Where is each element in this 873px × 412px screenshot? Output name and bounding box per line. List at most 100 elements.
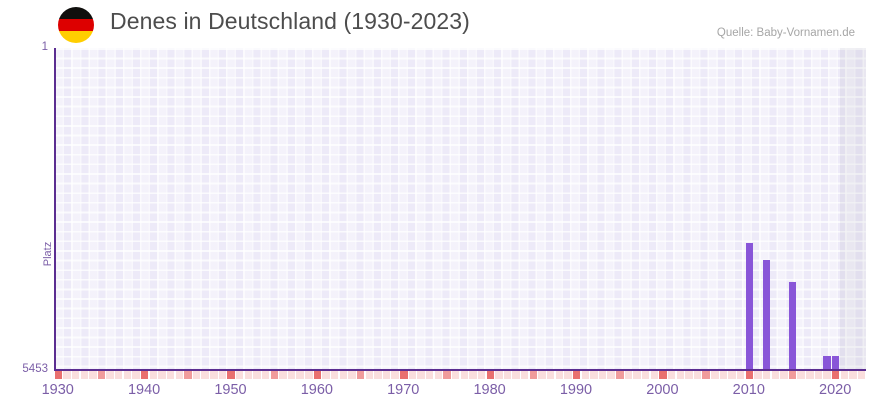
x-tick-1946 xyxy=(192,371,201,379)
x-tick-1951 xyxy=(236,371,244,379)
x-tick-1993 xyxy=(598,371,607,379)
x-tick-2022 xyxy=(849,371,857,379)
flag-band-red xyxy=(58,18,94,31)
x-tick-1968 xyxy=(382,371,391,379)
x-tick-1953 xyxy=(253,371,261,379)
x-tick-1981 xyxy=(495,371,503,379)
bar-2010 xyxy=(745,243,754,371)
x-tick-1947 xyxy=(201,371,209,379)
x-tick-1980 xyxy=(486,371,494,379)
x-tick-2014 xyxy=(780,371,788,379)
y-axis-tick-bottom: 5453 xyxy=(22,363,48,375)
x-tick-1965 xyxy=(356,371,365,379)
x-tick-1986 xyxy=(538,371,546,379)
x-tick-2008 xyxy=(728,371,736,379)
x-tick-1984 xyxy=(521,371,529,379)
x-axis-label-2010: 2010 xyxy=(732,382,765,398)
flag-band-black xyxy=(58,7,94,19)
x-tick-2006 xyxy=(711,371,719,379)
german-flag-icon xyxy=(58,7,94,43)
x-tick-1930 xyxy=(54,371,63,379)
x-tick-1938 xyxy=(123,371,132,379)
x-tick-1948 xyxy=(210,371,218,379)
x-tick-1962 xyxy=(331,371,339,379)
plot-area: Platz xyxy=(42,48,866,371)
x-tick-1990 xyxy=(572,371,581,379)
x-tick-1964 xyxy=(348,371,356,379)
bars-layer xyxy=(54,48,866,371)
x-tick-2001 xyxy=(667,371,676,379)
x-axis-label-1940: 1940 xyxy=(127,382,161,398)
x-tick-1994 xyxy=(607,371,615,379)
x-tick-1982 xyxy=(503,371,512,379)
bar-2019 xyxy=(823,356,831,371)
x-tick-2000 xyxy=(659,371,667,379)
x-tick-1954 xyxy=(261,371,270,379)
x-tick-1966 xyxy=(365,371,373,379)
x-tick-1940 xyxy=(140,371,149,379)
x-tick-1937 xyxy=(115,371,123,379)
x-tick-1963 xyxy=(339,371,348,379)
x-tick-1941 xyxy=(149,371,158,379)
x-tick-2020 xyxy=(832,371,840,379)
x-tick-1977 xyxy=(460,371,469,379)
x-tick-1967 xyxy=(374,371,382,379)
x-tick-1944 xyxy=(175,371,183,379)
x-tick-1976 xyxy=(451,371,460,379)
x-tick-1958 xyxy=(296,371,304,379)
x-tick-1988 xyxy=(555,371,564,379)
x-tick-1997 xyxy=(633,371,641,379)
x-tick-1956 xyxy=(279,371,287,379)
x-axis-label-1980: 1980 xyxy=(473,382,506,398)
x-tick-1955 xyxy=(270,371,278,379)
x-tick-1943 xyxy=(166,371,175,379)
x-tick-2018 xyxy=(814,371,823,379)
x-tick-1939 xyxy=(132,371,140,379)
x-tick-1935 xyxy=(97,371,106,379)
x-tick-2009 xyxy=(737,371,745,379)
x-tick-1996 xyxy=(624,371,633,379)
x-axis-label-1960: 1960 xyxy=(300,382,333,398)
x-tick-2016 xyxy=(797,371,805,379)
x-tick-2019 xyxy=(823,371,831,379)
x-tick-1985 xyxy=(529,371,538,379)
x-tick-2003 xyxy=(685,371,693,379)
x-tick-1989 xyxy=(564,371,572,379)
bar-2015 xyxy=(788,281,797,371)
x-axis-line xyxy=(54,369,866,371)
x-tick-1987 xyxy=(546,371,555,379)
x-tick-1970 xyxy=(400,371,408,379)
x-axis-label-1970: 1970 xyxy=(387,382,420,398)
plot-grid-background xyxy=(54,48,866,371)
x-tick-1975 xyxy=(443,371,451,379)
chart-header: Denes in Deutschland (1930-2023) Quelle:… xyxy=(0,0,873,48)
x-tick-1991 xyxy=(581,371,589,379)
x-tick-2011 xyxy=(754,371,762,379)
source-attribution: Quelle: Baby-Vornamen.de xyxy=(716,27,855,39)
x-tick-1931 xyxy=(63,371,71,379)
x-tick-1933 xyxy=(80,371,88,379)
y-axis-title: Platz xyxy=(42,241,55,267)
x-tick-2012 xyxy=(762,371,771,379)
x-tick-2015 xyxy=(788,371,797,379)
x-tick-2007 xyxy=(719,371,728,379)
x-tick-1945 xyxy=(184,371,192,379)
x-tick-2004 xyxy=(693,371,702,379)
flag-band-gold xyxy=(58,30,94,43)
x-tick-1973 xyxy=(426,371,434,379)
x-tick-1978 xyxy=(469,371,477,379)
x-tick-2021 xyxy=(840,371,849,379)
x-axis-label-2000: 2000 xyxy=(646,382,679,398)
x-axis-label-1950: 1950 xyxy=(214,382,247,398)
x-axis-label-1930: 1930 xyxy=(41,382,74,398)
x-tick-1979 xyxy=(477,371,486,379)
x-tick-1961 xyxy=(322,371,330,379)
x-tick-1949 xyxy=(218,371,227,379)
x-tick-1934 xyxy=(89,371,97,379)
x-tick-2005 xyxy=(702,371,710,379)
y-axis-tick-top: 1 xyxy=(41,41,48,53)
x-tick-1969 xyxy=(391,371,399,379)
x-tick-2010 xyxy=(745,371,754,379)
x-tick-1974 xyxy=(434,371,443,379)
